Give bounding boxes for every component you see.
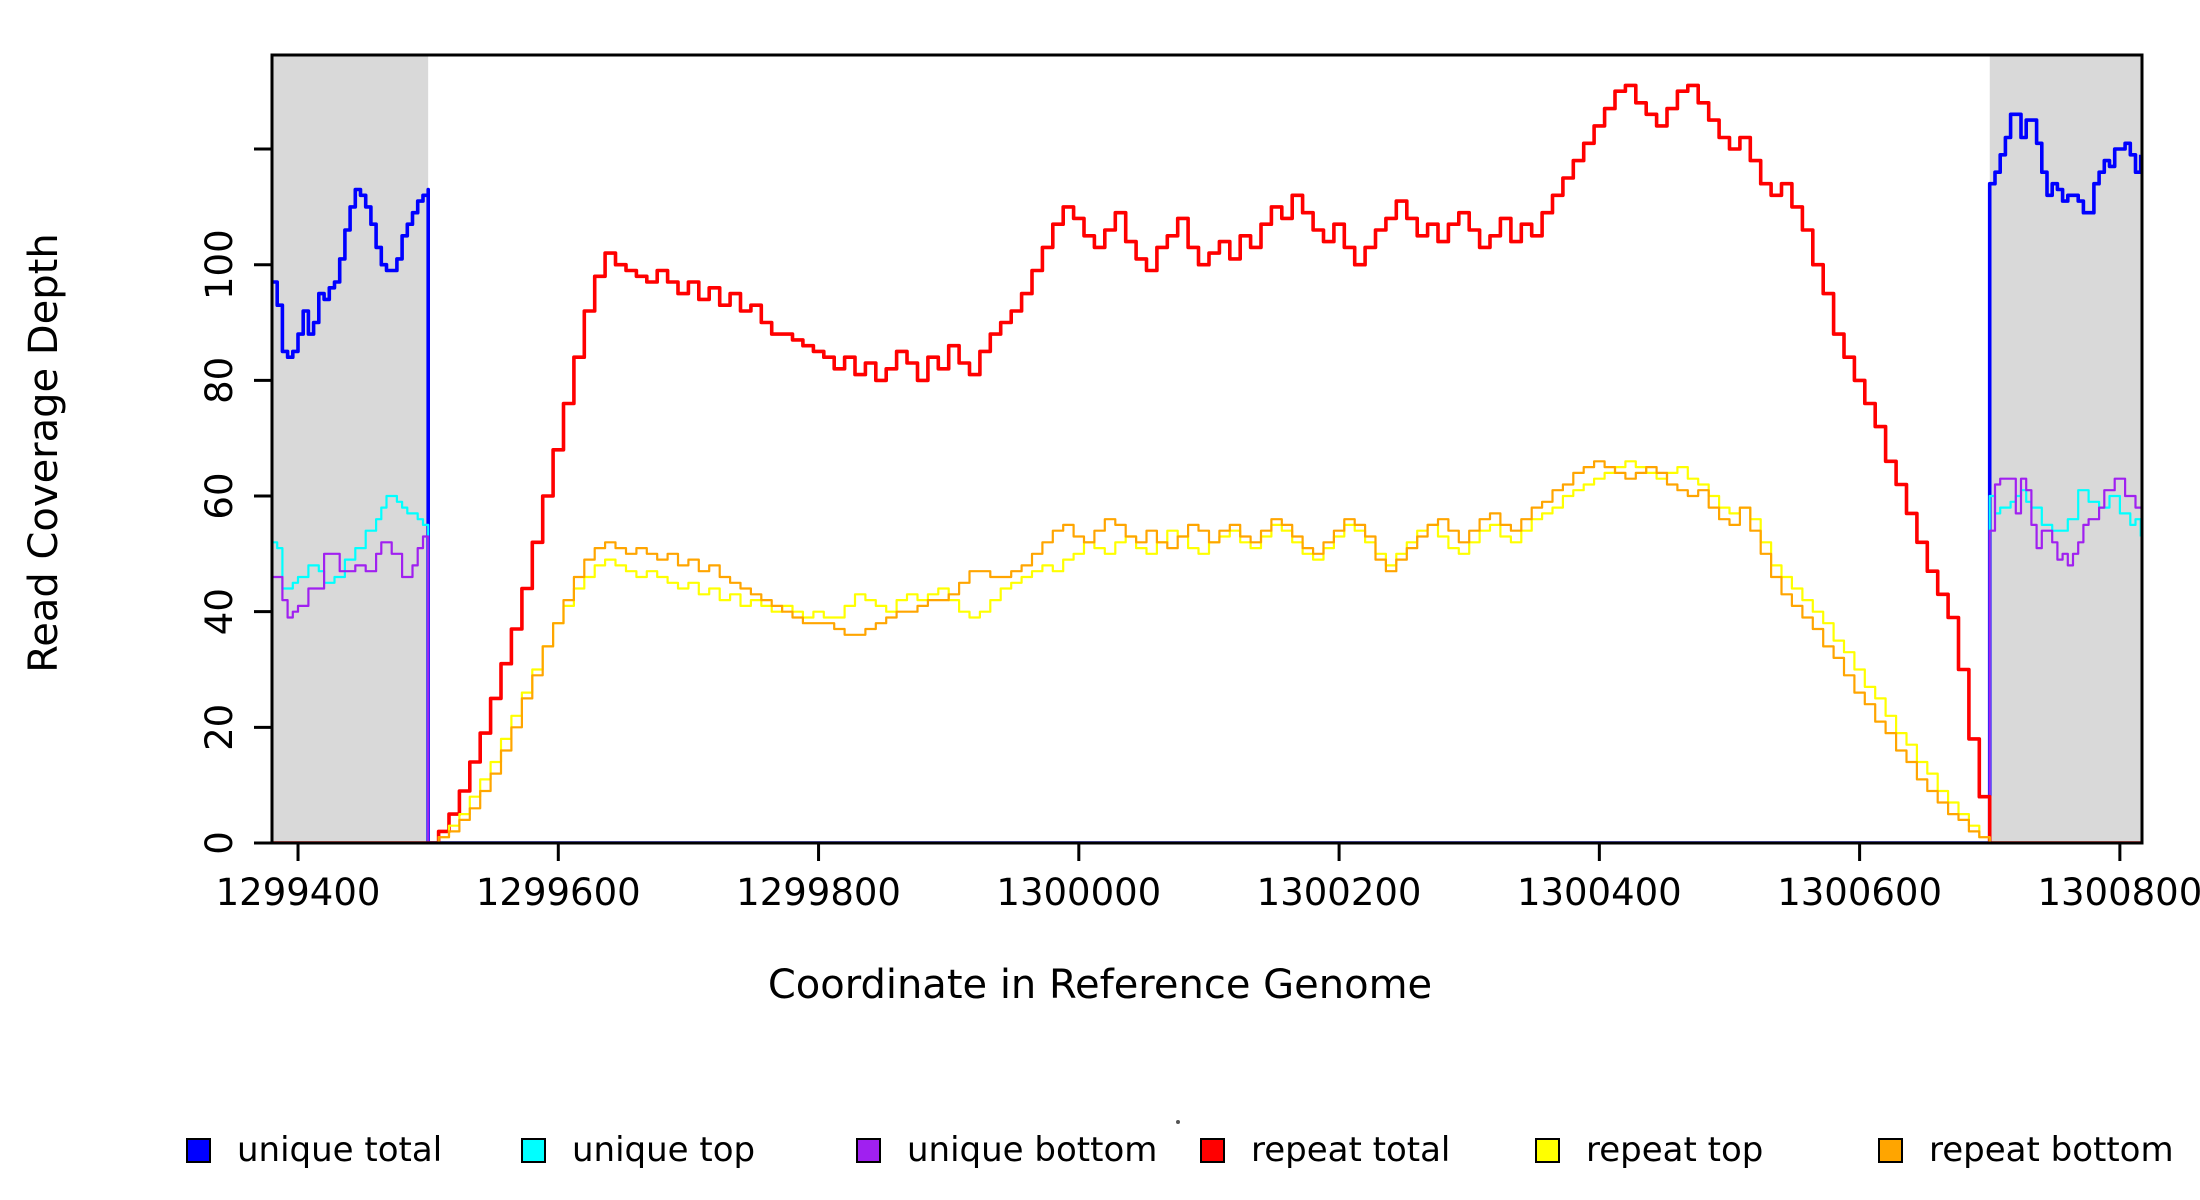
legend-item-repeat-bottom: repeat bottom <box>1878 1126 2174 1174</box>
series-repeat-total <box>272 83 2141 843</box>
legend-label: unique total <box>237 1130 443 1170</box>
y-tick-label: 100 <box>198 229 241 300</box>
legend-swatch <box>521 1137 546 1163</box>
x-tick-label: 1300400 <box>1517 871 1682 914</box>
x-tick-label: 1299600 <box>476 871 641 914</box>
stray-dot <box>1176 1120 1180 1124</box>
legend-item-unique-bottom: unique bottom <box>856 1126 1157 1174</box>
legend-label: repeat top <box>1586 1130 1764 1170</box>
shaded-region <box>1989 55 2142 843</box>
plot-frame <box>270 53 2144 845</box>
y-tick-label: 80 <box>198 357 241 404</box>
legend-item-unique-top: unique top <box>521 1126 755 1174</box>
x-tick-label: 1300800 <box>2037 871 2200 914</box>
legend-swatch <box>1200 1137 1225 1163</box>
y-tick-label: 40 <box>198 588 241 635</box>
y-tick-label: 0 <box>198 831 241 855</box>
shaded-region <box>272 55 429 843</box>
series-repeat-top <box>272 460 2141 843</box>
series-repeat-bottom <box>272 460 2141 843</box>
x-tick-label: 1300200 <box>1257 871 1422 914</box>
series-unique-bottom <box>272 477 2141 843</box>
x-tick-label: 1299400 <box>216 871 381 914</box>
y-axis-title: Read Coverage Depth <box>21 233 67 673</box>
legend-swatch <box>1535 1137 1560 1163</box>
y-tick-label: 60 <box>198 472 241 519</box>
legend: unique total unique top unique bottom repea… <box>0 1126 2200 1176</box>
series-unique-total <box>272 112 2142 843</box>
legend-label: unique bottom <box>907 1130 1158 1170</box>
y-tick-label: 20 <box>198 704 241 751</box>
legend-item-repeat-top: repeat top <box>1535 1126 1763 1174</box>
legend-label: unique top <box>572 1130 756 1170</box>
x-tick-label: 1299800 <box>736 871 901 914</box>
legend-swatch <box>186 1137 211 1163</box>
legend-swatch <box>856 1137 881 1163</box>
legend-item-repeat-total: repeat total <box>1200 1126 1450 1174</box>
legend-label: repeat bottom <box>1929 1130 2174 1170</box>
x-tick-label: 1300000 <box>996 871 1161 914</box>
legend-item-unique-total: unique total <box>186 1126 442 1174</box>
x-axis-title: Coordinate in Reference Genome <box>767 962 1433 1008</box>
legend-label: repeat total <box>1251 1130 1451 1170</box>
legend-swatch <box>1878 1137 1903 1163</box>
series-unique-top <box>272 489 2142 843</box>
x-tick-label: 1300600 <box>1777 871 1942 914</box>
